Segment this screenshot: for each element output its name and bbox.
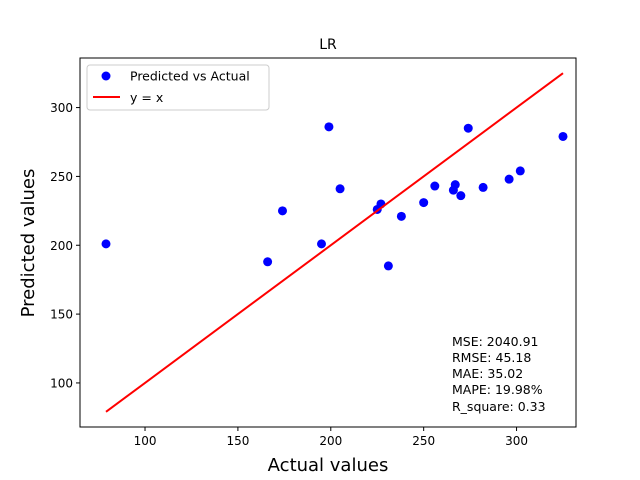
y-axis-ticks: 100 150 200 250 300 [50,101,80,390]
scatter-point [383,261,393,271]
metric-mae: MAE: 35.02 [452,366,523,381]
axes-frame [79,57,577,428]
scatter-point [504,174,514,184]
scatter-point [335,184,345,194]
series-layer [101,72,568,413]
chart-title: LR [319,37,337,53]
plot-area [79,57,577,428]
scatter-point [101,239,111,249]
x-tick-label: 250 [412,434,435,448]
metric-r-square: R_square: 0.33 [452,399,546,414]
x-axis-label: Actual values [268,455,389,476]
y-tick-label: 250 [50,170,73,184]
scatter-point [396,211,406,221]
reference-line [105,72,564,413]
scatter-point [450,180,460,190]
legend-label-scatter: Predicted vs Actual [130,69,250,84]
y-tick-label: 200 [50,239,73,253]
scatter-point [463,123,473,133]
legend: Predicted vs Actual y = x [86,64,270,111]
scatter-point [515,166,525,176]
y-tick-label: 300 [50,101,73,115]
legend-box [86,64,270,111]
legend-marker-scatter [101,71,111,81]
x-tick-label: 200 [319,434,342,448]
scatter-point [277,206,287,216]
y-axis-label: Predicted values [18,169,39,318]
legend-label-line: y = x [130,90,163,105]
scatter-point [316,239,326,249]
metric-mse: MSE: 2040.91 [452,334,539,349]
scatter-point [478,182,488,192]
x-tick-label: 150 [226,434,249,448]
scatter-point [558,131,568,141]
x-tick-label: 100 [134,434,157,448]
scatter-point [419,198,429,208]
x-axis-ticks: 100 150 200 250 300 [134,427,528,448]
metric-mape: MAPE: 19.98% [452,382,543,397]
y-tick-label: 100 [50,376,73,390]
scatter-point [456,191,466,201]
metric-rmse: RMSE: 45.18 [452,350,531,365]
scatter-point [430,181,440,191]
y-tick-label: 150 [50,308,73,322]
metrics-annotation: MSE: 2040.91 RMSE: 45.18 MAE: 35.02 MAPE… [452,334,546,414]
scatter-point [324,122,334,132]
x-tick-label: 300 [505,434,528,448]
scatter-point [263,257,273,267]
